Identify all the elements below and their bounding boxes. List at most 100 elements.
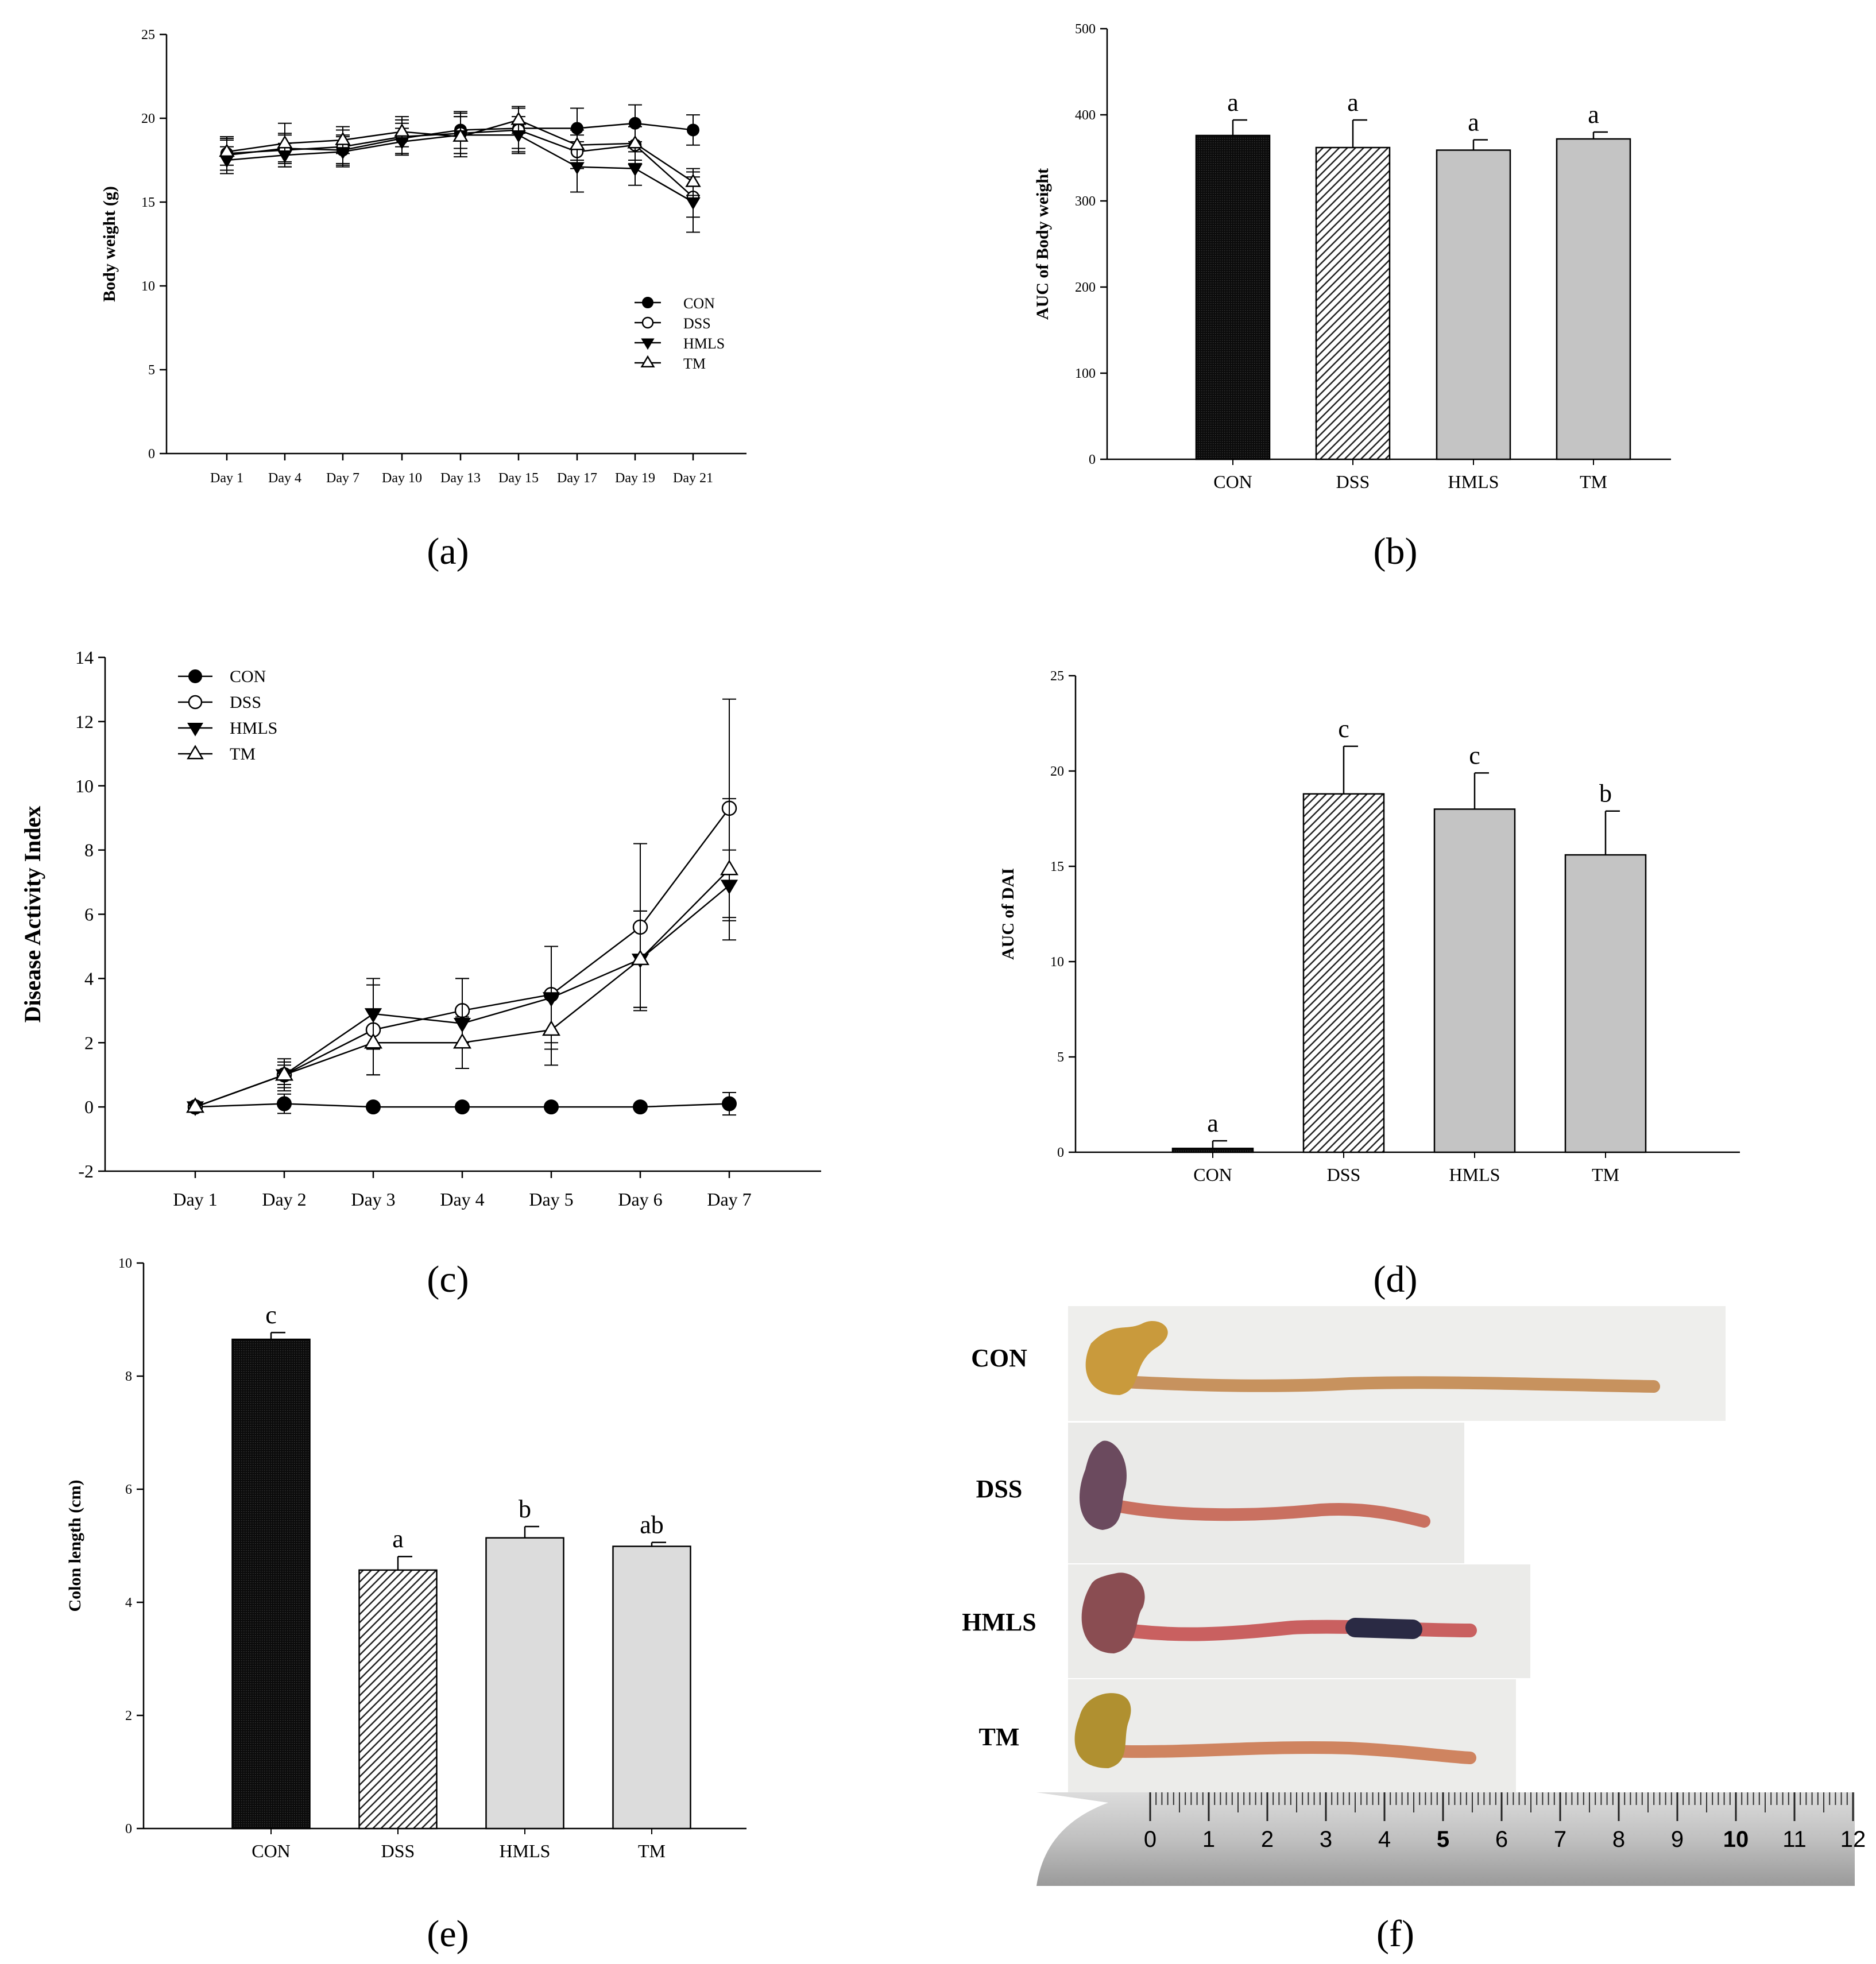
b-xtick-label: HMLS [1448, 471, 1499, 492]
d-significance-letter: a [1207, 1109, 1219, 1137]
c-legend-marker [187, 723, 203, 737]
c-point-con [455, 1099, 470, 1115]
a-xtick-label: Day 21 [673, 471, 713, 486]
b-xtick-label: TM [1580, 471, 1607, 492]
chart-b: 0 100 200 300 400 500 AUC of Body weight a CON a D… [1033, 22, 1671, 492]
c-ylabel: Disease Activity Index [20, 806, 45, 1023]
a-point-con [687, 123, 699, 137]
c-point-con [366, 1099, 381, 1115]
ruler-number: 5 [1437, 1827, 1449, 1852]
c-legend-marker [188, 695, 203, 710]
a-point-hmls [570, 162, 585, 175]
c-ytick-label: 0 [84, 1097, 94, 1117]
c-xtick-label: Day 2 [262, 1189, 306, 1210]
c-legend-label: TM [230, 745, 256, 764]
chart-c: -2 0 2 4 6 8 10 12 14 Disease Activity Index Day 1… [20, 647, 821, 1210]
colon-dss-cecum [1080, 1440, 1127, 1530]
d-ytick-label: 25 [1050, 669, 1064, 684]
b-bar-hmls [1436, 149, 1511, 460]
c-legend-marker [187, 745, 204, 760]
b-bar-dss [1315, 146, 1391, 460]
d-xtick-label: CON [1193, 1164, 1232, 1185]
e-significance-letter: a [392, 1525, 404, 1553]
a-legend-label: CON [683, 295, 715, 312]
a-point-tm [452, 128, 469, 142]
b-significance-letter: a [1227, 88, 1239, 117]
colon-tm-cecum [1074, 1693, 1131, 1768]
e-bar-con [231, 1338, 311, 1830]
colon-hmls [1081, 1572, 1477, 1653]
c-ytick-label: 8 [84, 840, 94, 861]
e-ylabel: Colon length (cm) [65, 1480, 84, 1612]
d-bar-hmls [1433, 808, 1516, 1153]
colon-photo: 0 1 2 3 4 5 6 7 8 9 10 11 12 CON DSS HMLS TM [962, 1306, 1866, 1886]
a-point-tm [394, 123, 410, 137]
d-xtick-label: TM [1592, 1164, 1619, 1185]
b-ylabel: AUC of Body weight [1033, 168, 1052, 320]
e-significance-letter: b [519, 1495, 531, 1523]
b-bar-con [1195, 134, 1271, 460]
ruler-number: 0 [1144, 1827, 1156, 1852]
b-ytick-label: 500 [1075, 22, 1096, 37]
e-significance-letter: c [265, 1301, 277, 1329]
d-bar-tm [1564, 854, 1647, 1153]
d-ytick-label: 15 [1050, 859, 1064, 874]
a-point-tm [335, 131, 351, 145]
a-legend-marker [641, 338, 655, 350]
d-ytick-label: 10 [1050, 955, 1064, 970]
a-point-tm [685, 173, 701, 187]
a-point-tm [627, 135, 643, 149]
c-legend-marker [188, 669, 202, 683]
a-point-tm [277, 135, 293, 149]
c-xtick-label: Day 1 [173, 1189, 217, 1210]
colon-con-tissue [1096, 1374, 1660, 1393]
c-point-con [722, 1096, 737, 1111]
e-xtick-label: CON [252, 1841, 291, 1861]
c-xtick-label: Day 3 [351, 1189, 395, 1210]
a-point-tm [569, 137, 585, 150]
a-ytick-label: 20 [141, 111, 155, 126]
chart-e: 0 2 4 6 8 10 Colon length (cm) c CON a DSS b HMLS ab T… [65, 1256, 746, 1861]
a-xtick-label: Day 15 [498, 471, 539, 486]
b-significance-letter: a [1347, 88, 1359, 117]
panel-label-a: (a) [427, 530, 469, 572]
a-xtick-label: Day 1 [210, 471, 243, 486]
c-point-con [544, 1099, 559, 1115]
ruler-number: 3 [1320, 1827, 1332, 1852]
e-ytick-label: 0 [125, 1822, 132, 1837]
colon-con [1085, 1321, 1660, 1395]
a-ytick-label: 5 [148, 363, 155, 378]
c-xtick-label: Day 7 [707, 1189, 751, 1210]
c-legend-label: HMLS [230, 719, 277, 738]
a-ytick-label: 15 [141, 195, 155, 210]
d-significance-letter: c [1338, 715, 1349, 743]
a-point-hmls [686, 197, 701, 210]
panel-label-e: (e) [427, 1913, 469, 1955]
colon-dss [1080, 1440, 1430, 1530]
e-ytick-label: 6 [125, 1482, 132, 1497]
e-xtick-label: HMLS [500, 1841, 551, 1861]
photo-label-hmls: HMLS [962, 1608, 1036, 1636]
ruler-number: 7 [1554, 1827, 1566, 1852]
a-legend-marker [640, 355, 655, 367]
c-ytick-label: -2 [78, 1161, 94, 1182]
a-xtick-label: Day 13 [440, 471, 481, 486]
b-bar-tm [1556, 138, 1631, 460]
a-point-hmls [628, 164, 643, 177]
e-bar-hmls [485, 1537, 564, 1830]
ruler-number: 1 [1202, 1827, 1215, 1852]
b-significance-letter: a [1468, 109, 1479, 137]
c-ytick-label: 2 [84, 1032, 94, 1053]
d-significance-letter: c [1469, 741, 1480, 769]
photo-label-dss: DSS [976, 1475, 1023, 1503]
c-legend-label: DSS [230, 693, 261, 712]
a-xtick-label: Day 10 [382, 471, 422, 486]
ruler-number: 10 [1723, 1827, 1749, 1852]
colon-con-cecum [1085, 1321, 1168, 1395]
b-xtick-label: DSS [1336, 471, 1370, 492]
a-xtick-label: Day 7 [326, 471, 359, 486]
a-legend: CON DSS HMLS TM [635, 295, 725, 372]
c-ytick-label: 6 [84, 904, 94, 925]
c-xtick-label: Day 4 [440, 1189, 484, 1210]
